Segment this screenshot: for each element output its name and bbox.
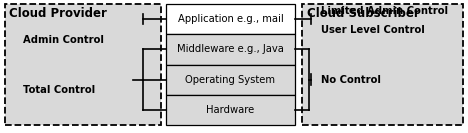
Bar (302, 4, 463, 125)
Bar (166, 4, 295, 34)
Bar (166, 95, 295, 125)
Bar (5, 4, 161, 125)
Text: Limited Admin Control: Limited Admin Control (321, 6, 447, 16)
Bar (166, 65, 295, 95)
Bar (166, 34, 295, 65)
Text: Admin Control: Admin Control (23, 35, 104, 45)
Text: Cloud Provider: Cloud Provider (9, 7, 107, 20)
Text: Hardware: Hardware (206, 105, 255, 115)
Text: Operating System: Operating System (185, 75, 276, 85)
Text: User Level Control: User Level Control (321, 25, 424, 35)
Text: Cloud Subscriber: Cloud Subscriber (307, 7, 419, 20)
Text: Middleware e.g., Java: Middleware e.g., Java (177, 44, 284, 54)
Text: Total Control: Total Control (23, 85, 95, 95)
Text: No Control: No Control (321, 75, 380, 85)
Text: Application e.g., mail: Application e.g., mail (178, 14, 283, 24)
